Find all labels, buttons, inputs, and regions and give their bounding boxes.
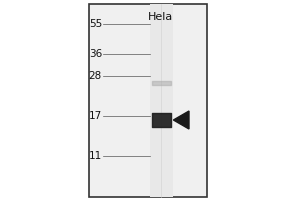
Text: 55: 55 (89, 19, 102, 29)
Text: Hela: Hela (148, 12, 173, 22)
Bar (150, 4, 172, 197)
Text: 11: 11 (89, 151, 102, 161)
Polygon shape (173, 111, 189, 129)
Text: 36: 36 (89, 49, 102, 59)
Bar (88, 4, 207, 197)
Text: 28: 28 (89, 71, 102, 81)
Text: 17: 17 (89, 111, 102, 121)
